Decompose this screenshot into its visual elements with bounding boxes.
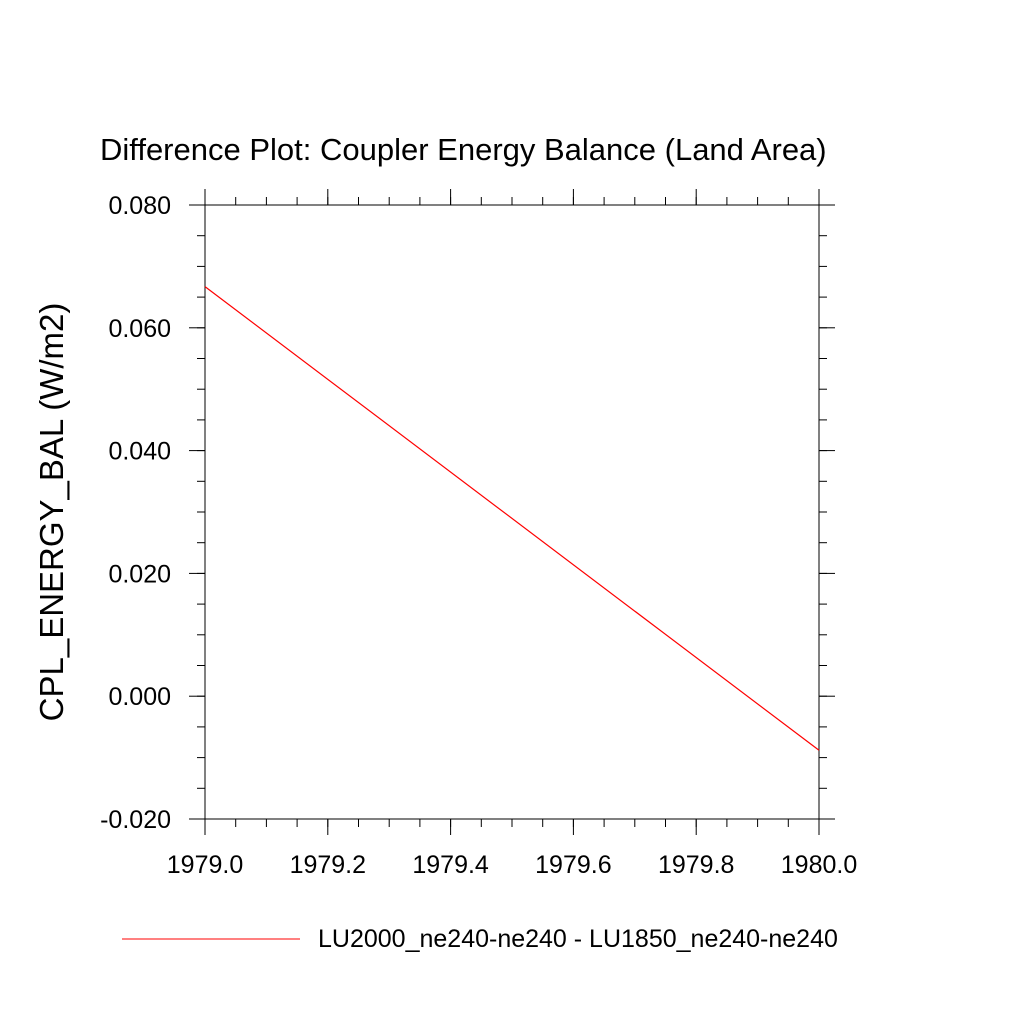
plot-frame bbox=[204, 204, 820, 820]
x-tick-label: 1979.8 bbox=[658, 851, 734, 879]
plot-area bbox=[204, 286, 820, 751]
legend: LU2000_ne240-ne240 - LU1850_ne240-ne240 bbox=[122, 925, 838, 953]
y-tick-label: 0.060 bbox=[108, 315, 171, 343]
chart-title: Difference Plot: Coupler Energy Balance … bbox=[100, 132, 827, 167]
legend-label: LU2000_ne240-ne240 - LU1850_ne240-ne240 bbox=[318, 925, 838, 953]
x-tick-label: 1979.6 bbox=[535, 851, 611, 879]
y-axis: -0.020 0.000 0.020 0.040 0.060 0.080 bbox=[100, 192, 835, 834]
y-tick-label: 0.040 bbox=[108, 438, 171, 466]
x-tick-label: 1980.0 bbox=[781, 851, 857, 879]
y-tick-label: 0.000 bbox=[108, 683, 171, 711]
y-axis-label: CPL_ENERGY_BAL (W/m2) bbox=[33, 303, 70, 722]
x-tick-label: 1979.4 bbox=[412, 851, 489, 879]
y-tick-label: -0.020 bbox=[100, 806, 171, 834]
x-tick-label: 1979.2 bbox=[290, 851, 366, 879]
y-tick-label: 0.080 bbox=[108, 192, 171, 220]
x-axis: 1979.0 1979.2 1979.4 1979.6 1979.8 1980.0 bbox=[167, 189, 857, 879]
series-line bbox=[204, 286, 820, 751]
x-tick-label: 1979.0 bbox=[167, 851, 243, 879]
y-tick-label: 0.020 bbox=[108, 560, 171, 588]
